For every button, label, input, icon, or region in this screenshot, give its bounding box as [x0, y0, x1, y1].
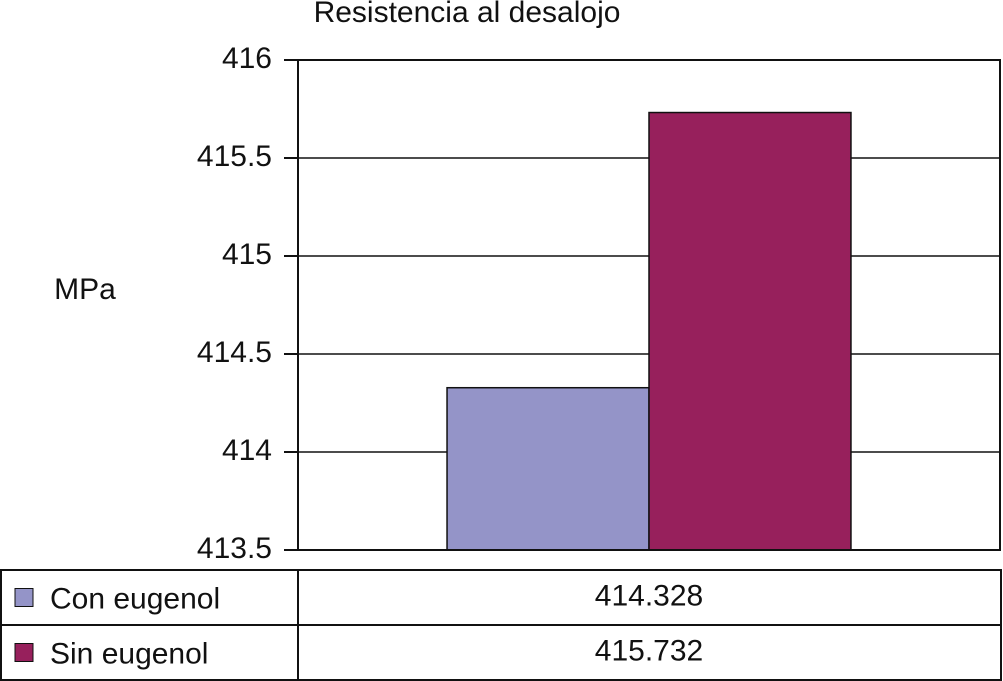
legend-swatch — [14, 643, 34, 662]
table-value: 414.328 — [595, 579, 703, 612]
plot-frame — [297, 59, 1001, 551]
bar — [446, 386, 650, 551]
legend-label: Con eugenol — [50, 582, 220, 615]
y-axis-label: MPa — [54, 273, 116, 306]
y-tick-label: 416 — [222, 42, 272, 75]
y-tick-label: 414.5 — [197, 336, 272, 369]
y-tick-label: 415.5 — [197, 140, 272, 173]
y-tick-label: 414 — [222, 434, 272, 467]
chart-title: Resistencia al desalojo — [314, 0, 621, 29]
table-row — [0, 624, 1002, 681]
y-tick-label: 413.5 — [197, 532, 272, 565]
legend-swatch — [14, 588, 34, 607]
legend-label: Sin eugenol — [50, 637, 208, 670]
y-tick-label: 415 — [222, 238, 272, 271]
table-value: 415.732 — [595, 634, 703, 667]
bar — [648, 111, 852, 551]
